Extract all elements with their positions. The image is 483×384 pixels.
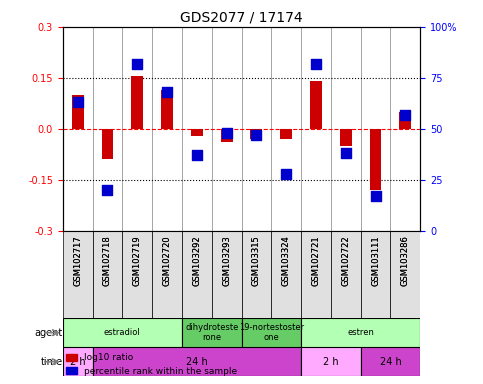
FancyBboxPatch shape [63,231,93,318]
FancyBboxPatch shape [361,347,420,376]
FancyBboxPatch shape [301,318,420,347]
Text: GSM102721: GSM102721 [312,235,320,286]
Text: agent: agent [35,328,63,338]
Bar [280,129,292,139]
Point [253,132,260,138]
Text: 24 h: 24 h [380,357,401,367]
Point [282,170,290,177]
FancyBboxPatch shape [63,347,93,376]
Bar [399,112,412,129]
Text: estradiol: estradiol [104,328,141,337]
Legend: log10 ratio, percentile rank within the sample: log10 ratio, percentile rank within the … [62,350,241,379]
Bar [251,129,262,139]
Text: GSM103292: GSM103292 [192,235,201,286]
FancyBboxPatch shape [331,231,361,318]
Point [372,193,380,199]
Text: GSM102717: GSM102717 [73,235,82,286]
Point [104,187,112,193]
Point [312,61,320,67]
Point [193,152,201,158]
Text: GSM103293: GSM103293 [222,235,231,286]
Bar [191,129,203,136]
Text: GSM103111: GSM103111 [371,235,380,286]
Text: time: time [41,357,63,367]
FancyBboxPatch shape [63,318,182,347]
Text: GSM102722: GSM102722 [341,235,350,286]
FancyBboxPatch shape [301,347,361,376]
FancyBboxPatch shape [182,318,242,347]
Text: 2 h: 2 h [70,357,85,367]
FancyBboxPatch shape [390,231,420,318]
Bar [221,129,233,142]
Text: GSM103293: GSM103293 [222,235,231,286]
Bar [310,81,322,129]
Text: GSM102720: GSM102720 [163,235,171,286]
FancyBboxPatch shape [301,231,331,318]
Text: GSM102717: GSM102717 [73,235,82,286]
Text: dihydroteste
rone: dihydroteste rone [185,323,239,343]
FancyBboxPatch shape [242,318,301,347]
Text: GSM103324: GSM103324 [282,235,291,286]
Point [74,99,82,105]
Text: GSM102719: GSM102719 [133,235,142,286]
Text: 2 h: 2 h [323,357,339,367]
Text: GSM103111: GSM103111 [371,235,380,286]
Text: GSM102719: GSM102719 [133,235,142,286]
Bar [161,90,173,129]
Text: GSM103324: GSM103324 [282,235,291,286]
Bar [340,129,352,146]
Text: GSM102720: GSM102720 [163,235,171,286]
Text: GSM103315: GSM103315 [252,235,261,286]
Bar [131,76,143,129]
Text: 24 h: 24 h [186,357,208,367]
Text: GSM103286: GSM103286 [401,235,410,286]
Point [401,111,409,118]
FancyBboxPatch shape [271,231,301,318]
Text: 19-nortestoster
one: 19-nortestoster one [239,323,304,343]
Text: GSM102718: GSM102718 [103,235,112,286]
FancyBboxPatch shape [212,231,242,318]
Text: estren: estren [347,328,374,337]
Point [342,150,350,156]
Bar [369,129,382,190]
FancyBboxPatch shape [182,231,212,318]
Bar [72,95,84,129]
FancyBboxPatch shape [122,231,152,318]
Text: GSM102718: GSM102718 [103,235,112,286]
Text: GSM102722: GSM102722 [341,235,350,286]
Point [133,61,141,67]
FancyBboxPatch shape [242,231,271,318]
Text: GSM103292: GSM103292 [192,235,201,286]
Title: GDS2077 / 17174: GDS2077 / 17174 [180,10,303,24]
Point [223,130,230,136]
Point [163,89,171,95]
FancyBboxPatch shape [93,347,301,376]
FancyBboxPatch shape [93,231,122,318]
Bar [101,129,114,159]
Text: GSM103286: GSM103286 [401,235,410,286]
Text: GSM103315: GSM103315 [252,235,261,286]
FancyBboxPatch shape [361,231,390,318]
Text: GSM102721: GSM102721 [312,235,320,286]
FancyBboxPatch shape [152,231,182,318]
